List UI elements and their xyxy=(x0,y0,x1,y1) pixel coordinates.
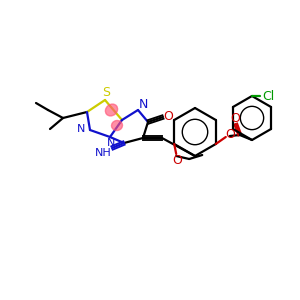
Text: O: O xyxy=(172,154,182,166)
Text: Cl: Cl xyxy=(262,89,274,103)
Text: NH: NH xyxy=(94,148,111,158)
Text: O: O xyxy=(225,128,235,140)
Text: O: O xyxy=(163,110,173,122)
Text: O: O xyxy=(230,112,240,125)
Text: N: N xyxy=(138,98,148,112)
Ellipse shape xyxy=(105,104,118,116)
Text: N: N xyxy=(77,124,85,134)
Text: S: S xyxy=(102,86,110,100)
Ellipse shape xyxy=(112,121,122,130)
Text: N: N xyxy=(107,138,115,148)
